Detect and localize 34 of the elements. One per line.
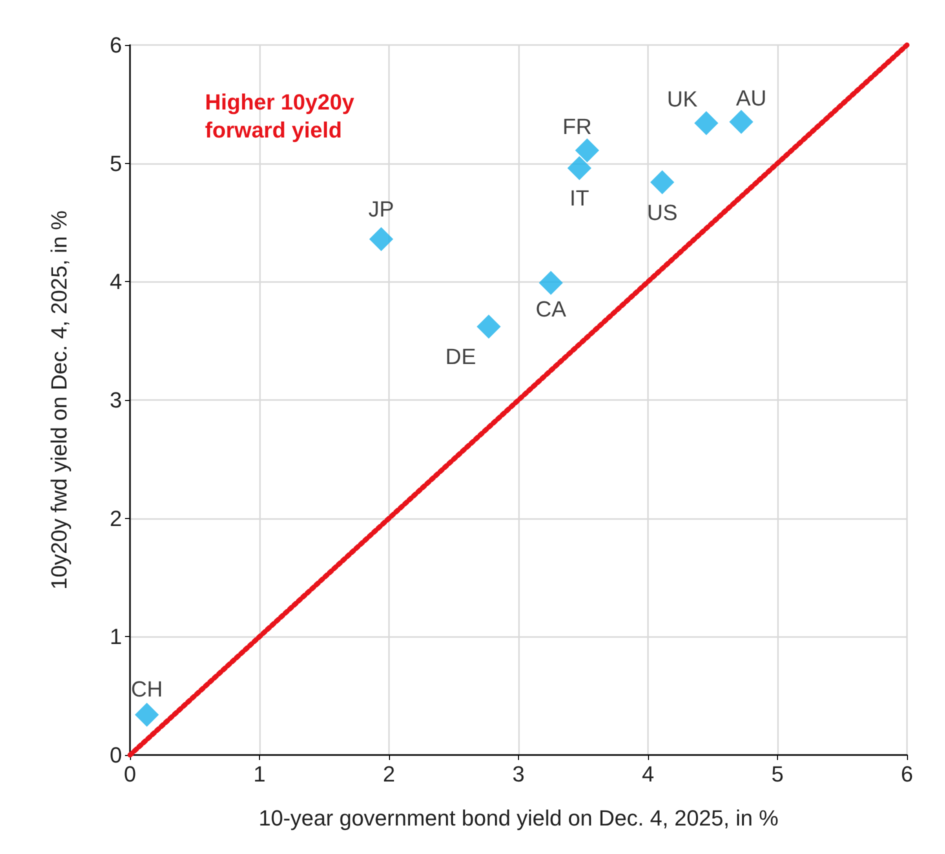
y-tick-label: 3 <box>110 388 122 412</box>
y-tick-label: 1 <box>110 624 122 650</box>
y-tick-label: 0 <box>110 742 122 768</box>
point <box>476 314 501 339</box>
point <box>575 138 600 162</box>
point <box>729 110 754 134</box>
annotation: US <box>646 200 678 225</box>
y-tick-label: 4 <box>110 269 122 294</box>
annotation: CA <box>536 296 566 322</box>
point <box>369 227 394 252</box>
annotation: IT <box>570 186 590 211</box>
point <box>694 111 718 136</box>
annotation: FR <box>562 114 592 139</box>
x-tick-label: 6 <box>900 762 914 786</box>
point <box>567 156 592 180</box>
annotation: UK <box>666 86 698 112</box>
point <box>650 170 674 194</box>
annotation: CH <box>130 676 163 702</box>
y-tick-label: 6 <box>110 32 122 58</box>
point <box>134 702 159 727</box>
x-tick-label: 3 <box>512 762 525 786</box>
x-axis-title: 10-year government bond yield on Dec. 4, 2025, in % <box>258 806 778 830</box>
annotation: AU <box>736 85 767 110</box>
y-tick-label: 2 <box>110 506 122 531</box>
annotation: Higher 10y20y forward yield <box>205 90 360 142</box>
annotation: DE <box>445 344 476 370</box>
annotation: JP <box>368 196 394 222</box>
x-tick-label: 5 <box>771 762 784 786</box>
point <box>538 270 563 295</box>
y-tick-label: 5 <box>110 150 122 176</box>
x-tick-label: 4 <box>642 762 654 786</box>
x-tick-label: 2 <box>382 762 396 786</box>
x-tick-label: 1 <box>253 762 266 786</box>
y-axis-title: 10y20y fwd yield on Dec. 4, 2025, in % <box>46 210 72 590</box>
